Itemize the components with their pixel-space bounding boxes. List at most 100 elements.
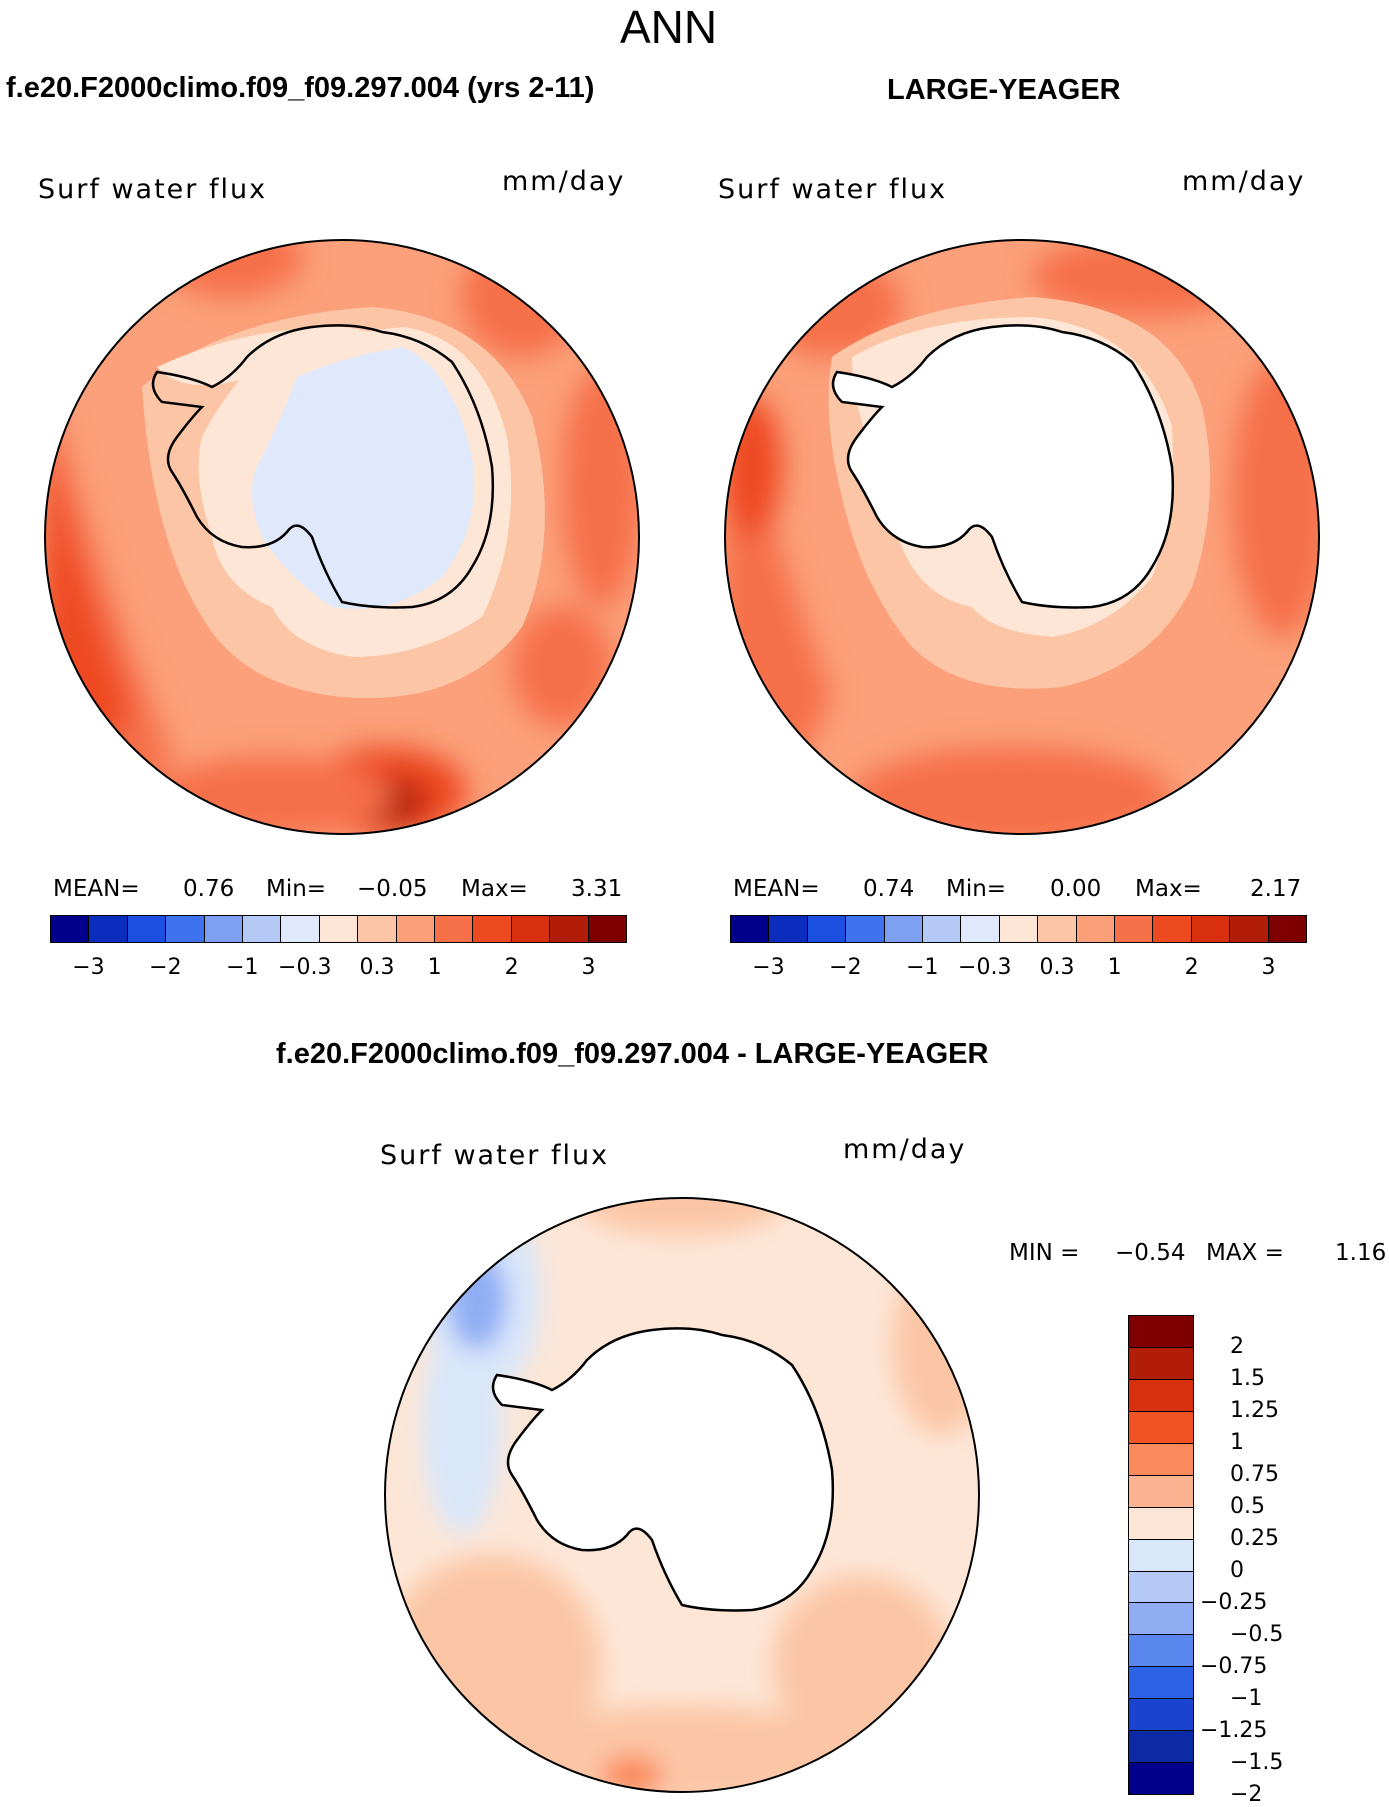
diff-units: mm/day bbox=[843, 1134, 967, 1165]
colorbar-tick-label: 2 bbox=[504, 955, 519, 980]
panel1-variable-label: Surf water flux bbox=[38, 174, 268, 205]
colorbar-tick-label: −1.5 bbox=[1230, 1750, 1284, 1775]
panel1-colorbar bbox=[50, 915, 627, 943]
colorbar-swatch bbox=[395, 916, 435, 942]
colorbar-swatch bbox=[1129, 1570, 1193, 1603]
colorbar-tick-label: 3 bbox=[1261, 955, 1276, 980]
diff-colorbar bbox=[1128, 1315, 1194, 1795]
diff-max-value: 1.16 bbox=[1335, 1240, 1387, 1266]
colorbar-swatch bbox=[1129, 1442, 1193, 1475]
colorbar-swatch bbox=[1037, 916, 1076, 942]
colorbar-tick-label: 1 bbox=[427, 955, 442, 980]
panel1-max-value: 3.31 bbox=[571, 876, 623, 902]
colorbar-tick-label: −1 bbox=[1230, 1686, 1263, 1711]
colorbar-tick-label: 1 bbox=[1107, 955, 1122, 980]
panel1-polar-map bbox=[44, 239, 640, 835]
colorbar-swatch bbox=[768, 916, 807, 942]
colorbar-swatch bbox=[1129, 1316, 1193, 1347]
colorbar-tick-label: 2 bbox=[1184, 955, 1199, 980]
colorbar-swatch bbox=[1114, 916, 1153, 942]
panel2-min-label: Min= bbox=[946, 876, 1007, 902]
colorbar-tick-label: −1 bbox=[906, 955, 939, 980]
colorbar-tick-label: −2 bbox=[149, 955, 182, 980]
panel1-max-label: Max= bbox=[461, 876, 528, 902]
colorbar-swatch bbox=[1129, 1634, 1193, 1667]
super-title: ANN bbox=[620, 1, 718, 53]
colorbar-tick-label: −3 bbox=[752, 955, 785, 980]
panel2-mean-label: MEAN= bbox=[733, 876, 820, 902]
panel2-polar-map bbox=[724, 239, 1320, 835]
panel1-min-label: Min= bbox=[266, 876, 327, 902]
diff-antarctica-coastline bbox=[491, 1327, 835, 1612]
colorbar-swatch bbox=[1129, 1506, 1193, 1539]
colorbar-swatch bbox=[1129, 1730, 1193, 1763]
colorbar-swatch bbox=[1129, 1698, 1193, 1731]
diff-title: f.e20.F2000climo.f09_f09.297.004 - LARGE… bbox=[276, 1038, 989, 1070]
colorbar-swatch bbox=[806, 916, 846, 942]
colorbar-tick-label: −0.5 bbox=[1230, 1622, 1284, 1647]
colorbar-tick-label: −3 bbox=[72, 955, 105, 980]
colorbar-swatch bbox=[1129, 1762, 1193, 1795]
colorbar-tick-label: 1 bbox=[1230, 1430, 1244, 1455]
colorbar-swatch bbox=[472, 916, 511, 942]
panel1-colorbar-ticks: −3 −2 −1 −0.3 0.3 1 2 3 bbox=[50, 955, 627, 985]
colorbar-swatch bbox=[1129, 1410, 1193, 1443]
colorbar-tick-label: 0.3 bbox=[1039, 955, 1075, 980]
panel2-mean-value: 0.74 bbox=[863, 876, 915, 902]
diff-variable-label: Surf water flux bbox=[380, 1140, 610, 1171]
colorbar-tick-label: 3 bbox=[581, 955, 596, 980]
panel2-max-label: Max= bbox=[1135, 876, 1202, 902]
colorbar-swatch bbox=[960, 916, 999, 942]
colorbar-swatch bbox=[1129, 1346, 1193, 1379]
colorbar-tick-label: −1 bbox=[226, 955, 259, 980]
colorbar-tick-label: −2 bbox=[1230, 1782, 1263, 1807]
panel2-colorbar bbox=[730, 915, 1307, 943]
colorbar-tick-label: −0.75 bbox=[1200, 1654, 1268, 1679]
diff-min-value: −0.54 bbox=[1115, 1240, 1186, 1266]
colorbar-swatch bbox=[883, 916, 923, 942]
panel2-variable-label: Surf water flux bbox=[718, 174, 948, 205]
colorbar-tick-label: −1.25 bbox=[1200, 1718, 1268, 1743]
colorbar-tick-label: 0 bbox=[1230, 1558, 1244, 1583]
colorbar-tick-label: 2 bbox=[1230, 1334, 1244, 1359]
colorbar-swatch bbox=[242, 916, 281, 942]
panel1-antarctica-coastline bbox=[151, 324, 495, 609]
colorbar-swatch bbox=[126, 916, 166, 942]
colorbar-swatch bbox=[1129, 1666, 1193, 1699]
colorbar-swatch bbox=[203, 916, 243, 942]
colorbar-swatch bbox=[1129, 1474, 1193, 1507]
colorbar-swatch bbox=[510, 916, 550, 942]
colorbar-swatch bbox=[1267, 916, 1307, 942]
colorbar-swatch bbox=[1129, 1378, 1193, 1411]
colorbar-swatch bbox=[280, 916, 319, 942]
panel1-mean-value: 0.76 bbox=[183, 876, 235, 902]
colorbar-tick-label: 1.5 bbox=[1230, 1366, 1265, 1391]
panel2-title: LARGE-YEAGER bbox=[887, 74, 1121, 106]
colorbar-swatch bbox=[1129, 1602, 1193, 1635]
colorbar-swatch bbox=[922, 916, 961, 942]
colorbar-swatch bbox=[731, 916, 769, 942]
colorbar-swatch bbox=[318, 916, 358, 942]
colorbar-swatch bbox=[51, 916, 89, 942]
panel1-mean-label: MEAN= bbox=[53, 876, 140, 902]
colorbar-swatch bbox=[1152, 916, 1191, 942]
panel2-antarctica-coastline bbox=[831, 324, 1175, 609]
colorbar-swatch bbox=[434, 916, 473, 942]
diff-colorbar-ticks: 2 1.5 1.25 1 0.75 0.5 0.25 0 −0.25 −0.5 −0.75 −1 −1.… bbox=[1200, 1315, 1320, 1807]
colorbar-swatch bbox=[1075, 916, 1115, 942]
colorbar-swatch bbox=[88, 916, 127, 942]
colorbar-tick-label: −2 bbox=[829, 955, 862, 980]
colorbar-swatch bbox=[1129, 1538, 1193, 1571]
diff-polar-map bbox=[384, 1197, 980, 1793]
diff-max-label: MAX = bbox=[1206, 1240, 1284, 1266]
colorbar-swatch bbox=[549, 916, 588, 942]
colorbar-tick-label: −0.3 bbox=[278, 955, 332, 980]
colorbar-swatch bbox=[1229, 916, 1268, 942]
panel2-colorbar-ticks: −3 −2 −1 −0.3 0.3 1 2 3 bbox=[730, 955, 1307, 985]
colorbar-swatch bbox=[357, 916, 396, 942]
colorbar-swatch bbox=[845, 916, 884, 942]
colorbar-tick-label: 0.75 bbox=[1230, 1462, 1279, 1487]
panel2-units: mm/day bbox=[1182, 166, 1306, 197]
colorbar-swatch bbox=[165, 916, 204, 942]
diff-min-label: MIN = bbox=[1009, 1240, 1080, 1266]
